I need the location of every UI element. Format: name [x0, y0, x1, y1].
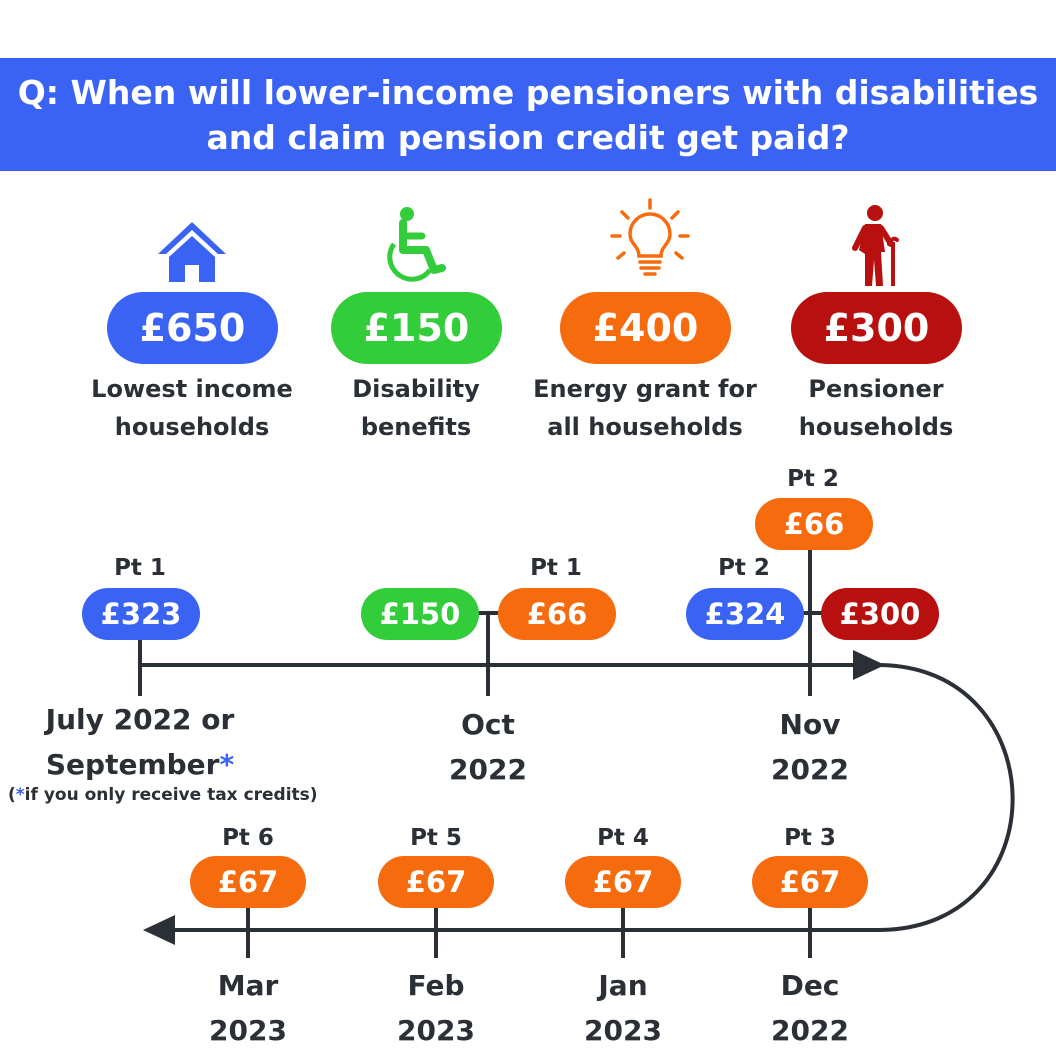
dec-part-label: Pt 3 [784, 825, 836, 851]
disability-amount: £150 [331, 292, 502, 364]
house-icon [158, 222, 226, 282]
nov-energy-pill: £66 [755, 498, 873, 550]
nov-date-label: Nov 2022 [771, 708, 849, 786]
timeline-curve [877, 663, 1015, 932]
title-line-1: Q: When will lower-income pensioners wit… [17, 72, 1039, 112]
wheelchair-icon [387, 207, 446, 282]
lowest-income-amount: £650 [107, 292, 278, 364]
lightbulb-icon [610, 198, 690, 276]
arrow-head-left [143, 915, 175, 945]
oct-date-label: Oct 2022 [449, 708, 527, 786]
feb-energy-pill: £67 [378, 856, 494, 908]
pensioner-label: Pensioner households [798, 375, 954, 441]
nov-pensioner-pill: £300 [821, 588, 939, 640]
oct-disability-pill: £150 [361, 588, 479, 640]
july-payment-pill: £323 [82, 588, 200, 640]
mar-energy-pill: £67 [190, 856, 306, 908]
feb-part-label: Pt 5 [410, 825, 462, 851]
disability-label: Disability benefits [352, 375, 480, 441]
nov-lowest-income-pill: £324 [686, 588, 804, 640]
mar-date-label: Mar 2023 [209, 969, 287, 1047]
elderly-person-icon [852, 205, 899, 286]
energy-grant-amount: £400 [560, 292, 731, 364]
nov-top-part-label: Pt 2 [787, 466, 839, 492]
jan-part-label: Pt 4 [597, 825, 649, 851]
lowest-income-label: Lowest income households [91, 375, 293, 441]
dec-date-label: Dec 2022 [771, 969, 849, 1047]
july-part-label: Pt 1 [114, 555, 166, 581]
tax-credits-footnote: (*if you only receive tax credits) [8, 785, 318, 805]
energy-grant-label: Energy grant for all households [533, 375, 757, 441]
jan-energy-pill: £67 [565, 856, 681, 908]
pensioner-amount: £300 [791, 292, 962, 364]
oct-energy-pill: £66 [498, 588, 616, 640]
title-line-2: and claim pension credit get paid? [206, 117, 850, 157]
jan-date-label: Jan 2023 [584, 969, 662, 1047]
july-date-label: July 2022 or September* [45, 703, 235, 781]
oct-part-label: Pt 1 [530, 555, 582, 581]
nov-part-label: Pt 2 [718, 555, 770, 581]
feb-date-label: Feb 2023 [397, 969, 475, 1047]
arrow-head-right [853, 650, 885, 680]
dec-energy-pill: £67 [752, 856, 868, 908]
title-banner: Q: When will lower-income pensioners wit… [0, 58, 1056, 171]
mar-part-label: Pt 6 [222, 825, 274, 851]
